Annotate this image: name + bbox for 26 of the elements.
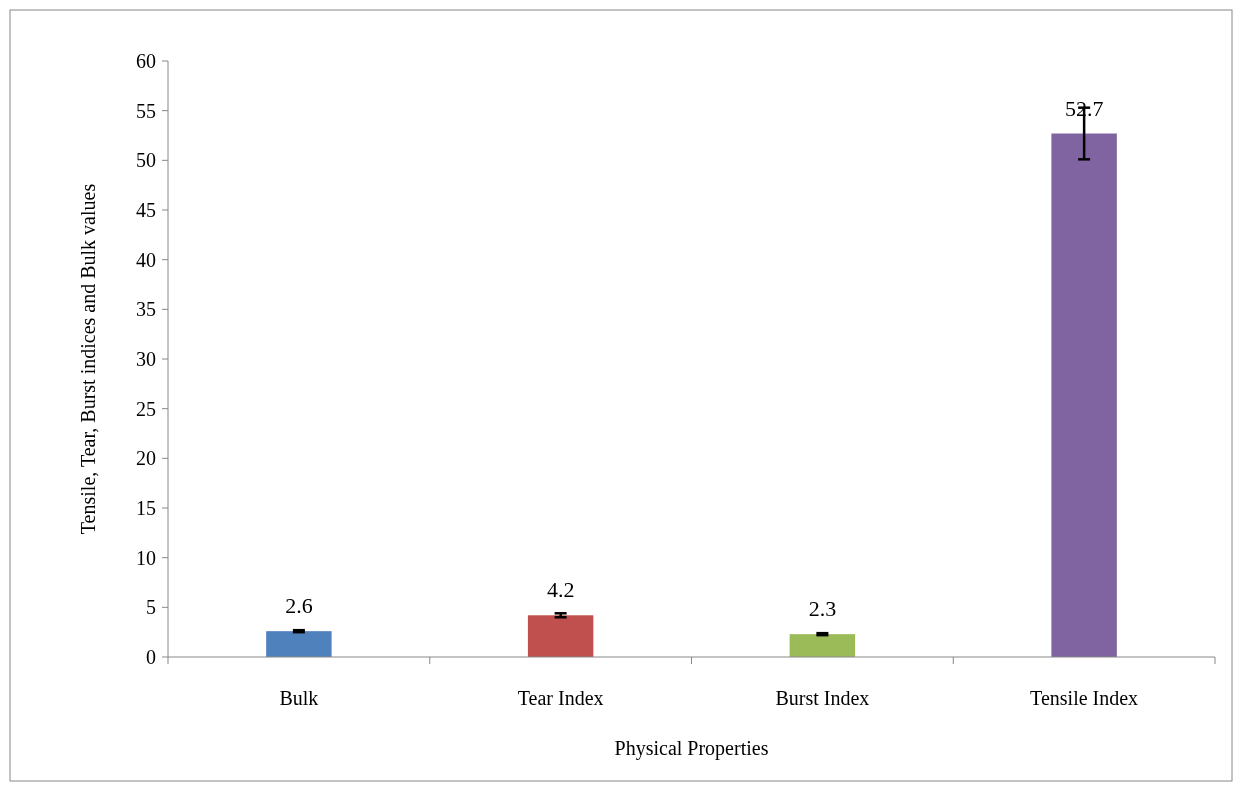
x-tick-label: Bulk [279,687,319,709]
bar [1051,133,1117,657]
data-label: 2.3 [808,596,837,622]
y-tick-label: 0 [146,646,156,668]
x-tick-label: Burst Index [775,687,870,709]
y-tick-label: 5 [146,596,156,619]
data-label: 2.6 [285,593,313,619]
x-tick-label: Tear Index [517,687,604,709]
y-tick-label: 30 [136,348,156,370]
y-tick-label: 50 [136,149,156,172]
y-tick-label: 55 [136,99,156,122]
x-axis-title: Physical Properties [614,737,769,760]
y-tick-label: 45 [136,199,156,221]
y-tick-label: 10 [136,546,156,569]
y-tick-label: 35 [136,298,156,321]
y-tick-label: 15 [136,497,156,519]
y-tick-label: 25 [136,397,156,420]
bar [527,615,594,657]
y-tick-label: 60 [136,50,156,72]
y-tick-label: 40 [136,248,156,271]
y-axis-title: Tensile, Tear, Burst indices and Bulk values [77,183,99,535]
bar [789,634,856,657]
y-tick-label: 20 [136,447,156,470]
x-tick-label: Tensile Index [1030,687,1139,709]
bar [266,631,332,657]
data-label: 4.2 [546,577,575,603]
